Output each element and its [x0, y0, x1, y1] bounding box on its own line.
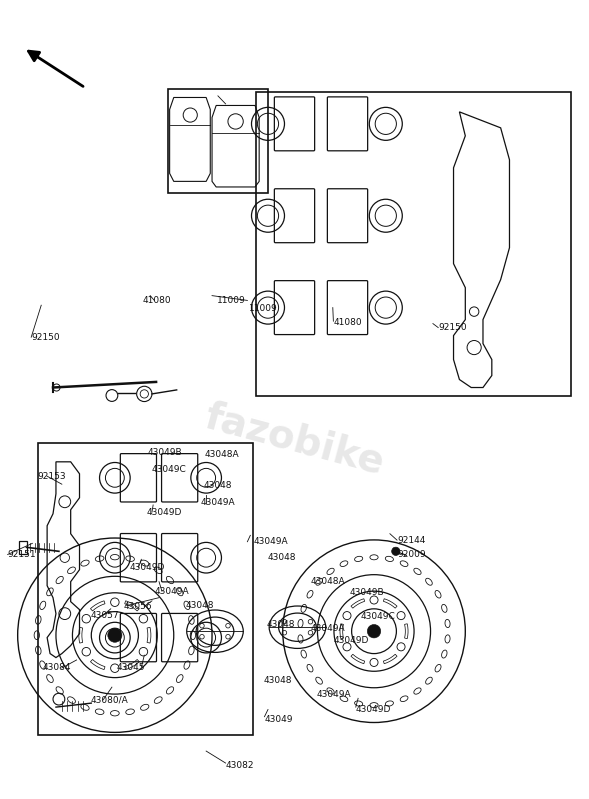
Text: 43049D: 43049D [334, 636, 369, 646]
Text: 43082: 43082 [226, 761, 254, 770]
Text: 43049C: 43049C [361, 611, 396, 621]
Text: 92144: 92144 [397, 535, 425, 545]
Bar [256, 92, 571, 396]
Bar [19, 541, 27, 554]
Text: 43049C: 43049C [152, 464, 187, 474]
Text: 43048: 43048 [203, 481, 231, 491]
Text: 43057: 43057 [91, 610, 120, 620]
Text: 43049D: 43049D [146, 507, 181, 517]
Text: 43049A: 43049A [200, 498, 235, 507]
Text: 43049D: 43049D [130, 562, 165, 572]
Circle shape [368, 625, 380, 638]
Text: 43048: 43048 [266, 620, 294, 630]
Text: 43080/A: 43080/A [90, 695, 128, 705]
Text: 43045: 43045 [117, 662, 145, 672]
Text: 11009: 11009 [217, 296, 246, 305]
Text: 43049D: 43049D [356, 705, 391, 714]
Text: 92009: 92009 [397, 550, 426, 559]
Text: 92153: 92153 [38, 471, 67, 481]
Text: 43049A: 43049A [310, 623, 345, 633]
Circle shape [392, 547, 400, 555]
Text: 41080: 41080 [143, 296, 171, 305]
Text: 41080: 41080 [333, 318, 362, 328]
Text: 43048A: 43048A [310, 577, 345, 586]
Text: 43048A: 43048A [205, 450, 240, 459]
Text: 43049B: 43049B [350, 588, 385, 598]
Text: 43049B: 43049B [148, 447, 183, 457]
Text: 43049A: 43049A [253, 537, 288, 547]
Text: 92151: 92151 [8, 550, 37, 559]
Text: 92150: 92150 [31, 332, 60, 342]
Text: 11009: 11009 [249, 304, 278, 313]
Text: 43048: 43048 [267, 553, 296, 562]
Text: 43049: 43049 [264, 714, 293, 724]
Text: 43084: 43084 [42, 663, 71, 673]
Text: 43056: 43056 [124, 602, 153, 611]
Bar [38, 443, 253, 735]
Text: fazobike: fazobike [200, 397, 389, 482]
Bar [168, 89, 268, 193]
Text: 43048: 43048 [186, 601, 214, 610]
Text: 43048: 43048 [264, 676, 292, 686]
Text: 43049A: 43049A [155, 586, 190, 596]
Text: 43049A: 43049A [316, 690, 351, 699]
Text: 92150: 92150 [438, 323, 467, 332]
Circle shape [108, 628, 122, 642]
